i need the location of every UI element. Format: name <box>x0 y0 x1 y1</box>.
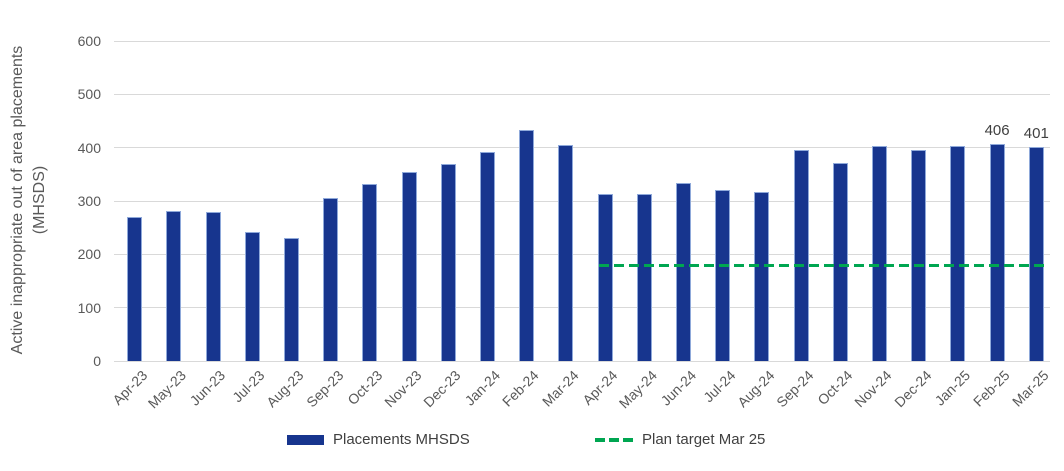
bar-Sep-23 <box>323 198 339 361</box>
y-tick-label: 500 <box>77 86 101 103</box>
gridline-100 <box>114 307 1050 309</box>
bar-Mar-25 <box>1028 147 1044 361</box>
x-tick-label-Jan-24: Jan-24 <box>461 367 503 409</box>
x-tick-label-Mar-24: Mar-24 <box>538 367 582 410</box>
x-tick-label-Aug-24: Aug-24 <box>733 367 778 411</box>
bar-Jul-24 <box>715 190 731 361</box>
gridline-400 <box>114 147 1050 149</box>
gridline-300 <box>114 200 1050 202</box>
bar-Nov-23 <box>401 171 417 361</box>
bar-Jan-25 <box>950 146 966 361</box>
bar-Apr-23 <box>127 217 143 361</box>
x-tick-label-Apr-23: Apr-23 <box>108 367 151 409</box>
bar-Feb-24 <box>519 130 535 361</box>
data-label-Feb-25: 406 <box>984 122 1010 140</box>
gridline-600 <box>114 40 1050 42</box>
data-label-Mar-25: 401 <box>1023 125 1049 143</box>
x-tick-label-Jun-24: Jun-24 <box>657 367 699 409</box>
legend-item-plan-target: Plan target Mar 25 <box>595 431 765 449</box>
gridline-0 <box>114 360 1050 362</box>
y-tick-label: 300 <box>77 193 101 209</box>
x-tick-label-Dec-23: Dec-23 <box>420 367 464 411</box>
x-tick-label-Nov-23: Nov-23 <box>381 367 425 411</box>
x-tick-label-May-24: May-24 <box>615 367 660 412</box>
x-tick-label-Feb-25: Feb-25 <box>969 367 1013 410</box>
bar-Mar-24 <box>558 145 574 361</box>
x-tick-label-Jul-23: Jul-23 <box>229 367 268 406</box>
bar-Jul-23 <box>244 232 260 361</box>
plan-target-line <box>599 263 1048 267</box>
x-tick-label-Feb-24: Feb-24 <box>499 367 543 410</box>
y-axis-title-line1: Active inappropriate out of area placeme… <box>9 45 26 355</box>
y-tick-label: 100 <box>77 299 101 316</box>
gridline-200 <box>114 253 1050 255</box>
x-tick-label-Jul-24: Jul-24 <box>699 367 739 406</box>
y-axis-title-line2: (MHSDS) <box>31 165 48 235</box>
bar-May-24 <box>636 193 652 361</box>
bar-Feb-25 <box>989 144 1005 361</box>
gridline-500 <box>114 93 1050 95</box>
legend-label-placements-mhsds: Placements MHSDS <box>333 431 470 448</box>
x-tick-label-Oct-23: Oct-23 <box>344 367 386 409</box>
x-tick-label-Aug-23: Aug-23 <box>263 367 307 411</box>
legend-label-plan-target: Plan target Mar 25 <box>642 431 766 448</box>
bar-swatch-icon <box>287 435 324 445</box>
bar-Aug-23 <box>284 238 299 361</box>
bar-Dec-23 <box>440 163 456 361</box>
x-tick-label-Jun-23: Jun-23 <box>186 367 229 409</box>
y-axis-title: Active inappropriate out of area placeme… <box>7 0 53 400</box>
bar-Jun-23 <box>205 211 221 361</box>
dashed-line-swatch-icon <box>595 438 633 442</box>
x-tick-label-Sep-23: Sep-23 <box>302 367 347 411</box>
y-tick-label: 200 <box>77 246 101 263</box>
x-tick-label-Dec-24: Dec-24 <box>890 367 935 411</box>
legend-item-placements-mhsds: Placements MHSDS <box>287 431 470 449</box>
bar-Apr-24 <box>597 193 613 361</box>
y-tick-label: 400 <box>77 139 101 156</box>
bar-Dec-24 <box>911 150 927 361</box>
x-tick-label-Mar-25: Mar-25 <box>1008 367 1052 410</box>
bar-Jan-24 <box>480 151 495 361</box>
bar-Oct-23 <box>362 183 378 361</box>
bar-Oct-24 <box>832 163 848 361</box>
y-tick-label: 0 <box>93 353 101 369</box>
x-tick-label-Oct-24: Oct-24 <box>814 367 856 409</box>
x-tick-label-May-23: May-23 <box>144 367 190 412</box>
x-tick-label-Jan-25: Jan-25 <box>931 367 974 409</box>
bar-Aug-24 <box>754 191 770 361</box>
bar-Nov-24 <box>872 146 887 361</box>
bar-Jun-24 <box>676 183 691 361</box>
y-tick-label: 600 <box>77 33 101 49</box>
x-tick-label-Nov-24: Nov-24 <box>851 367 895 411</box>
x-tick-label-Sep-24: Sep-24 <box>773 367 817 411</box>
x-tick-label-Apr-24: Apr-24 <box>579 367 621 409</box>
bar-Sep-24 <box>793 150 809 361</box>
bar-May-23 <box>166 210 182 361</box>
